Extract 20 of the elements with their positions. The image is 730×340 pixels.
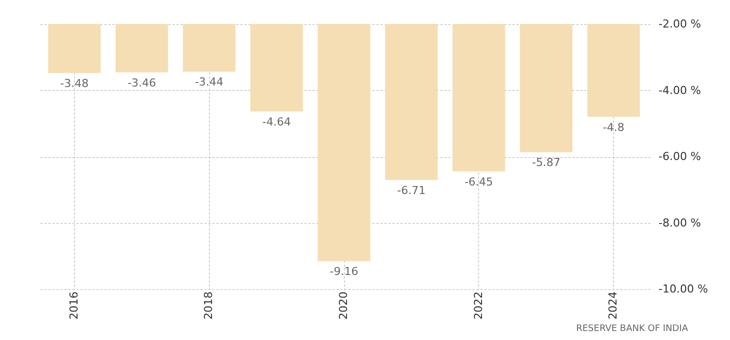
data-label: -6.71: [397, 184, 426, 198]
y-tick-label: -4.00 %: [658, 84, 701, 97]
data-label: -3.46: [128, 76, 156, 90]
text: RESERVE BANK OF INDIA: [576, 324, 689, 334]
data-label: -4.64: [262, 115, 291, 128]
y-tick-label: -10.00 %: [658, 282, 708, 296]
x-tick-label: 2018: [202, 292, 216, 320]
data-label: -4.8: [602, 120, 624, 134]
data-label: -5.87: [532, 156, 560, 170]
data-label: -3.44: [194, 76, 224, 89]
y-tick-label: -8.00 %: [658, 216, 701, 230]
x-tick-label: 2022: [472, 292, 485, 320]
x-tick-label: 2020: [337, 292, 350, 320]
y-tick-label: -2.00 %: [658, 18, 701, 30]
x-tick-label: 2024: [606, 292, 620, 320]
x-tick-label: 2016: [67, 292, 80, 320]
data-label: -9.16: [330, 265, 358, 278]
y-tick-label: -6.00 %: [658, 150, 701, 163]
data-label: -6.45: [464, 175, 494, 188]
data-label: -3.48: [60, 77, 89, 90]
